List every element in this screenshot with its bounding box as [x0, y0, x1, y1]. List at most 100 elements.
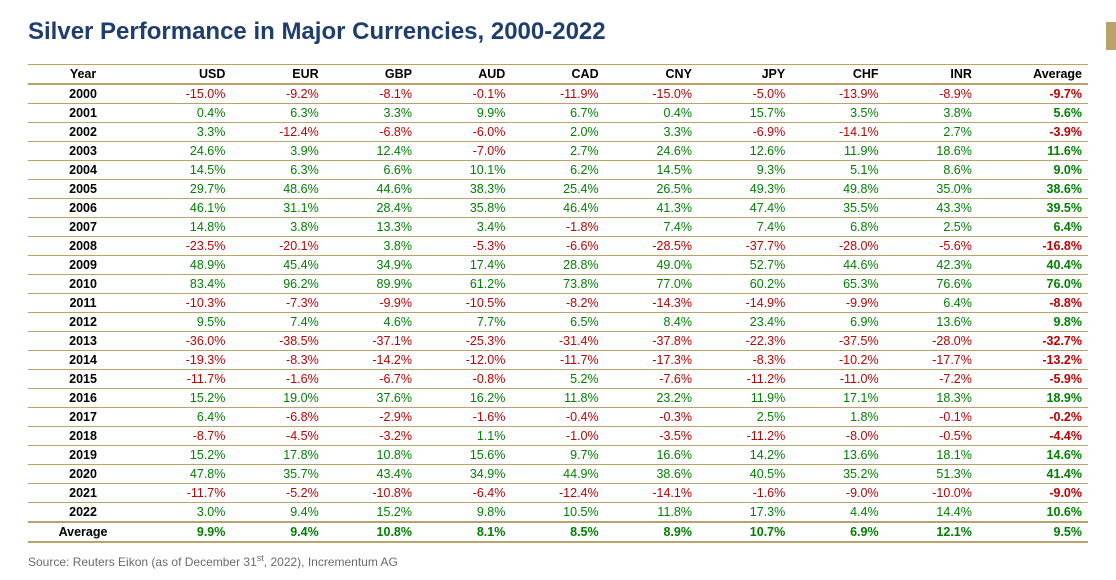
page-title: Silver Performance in Major Currencies, … — [28, 18, 1088, 46]
value-cell: -12.0% — [418, 351, 511, 370]
table-row: 200324.6%3.9%12.4%-7.0%2.7%24.6%12.6%11.… — [28, 142, 1088, 161]
value-cell: -14.2% — [325, 351, 418, 370]
value-cell: -14.1% — [605, 484, 698, 503]
table-row: 2013-36.0%-38.5%-37.1%-25.3%-31.4%-37.8%… — [28, 332, 1088, 351]
table-row: 20023.3%-12.4%-6.8%-6.0%2.0%3.3%-6.9%-14… — [28, 123, 1088, 142]
value-cell: 34.9% — [325, 256, 418, 275]
value-cell: -6.8% — [325, 123, 418, 142]
value-cell: 10.7% — [698, 522, 791, 542]
value-cell: 7.7% — [418, 313, 511, 332]
table-header-row: YearUSDEURGBPAUDCADCNYJPYCHFINRAverage — [28, 65, 1088, 85]
value-cell: -0.1% — [418, 84, 511, 104]
value-cell: 3.0% — [138, 503, 231, 523]
table-row: 20010.4%6.3%3.3%9.9%6.7%0.4%15.7%3.5%3.8… — [28, 104, 1088, 123]
value-cell: 9.4% — [231, 522, 324, 542]
value-cell: 6.5% — [511, 313, 604, 332]
value-cell: 16.6% — [605, 446, 698, 465]
value-cell: 52.7% — [698, 256, 791, 275]
value-cell: -0.8% — [418, 370, 511, 389]
value-cell: -36.0% — [138, 332, 231, 351]
value-cell: -10.0% — [885, 484, 978, 503]
value-cell: 11.9% — [698, 389, 791, 408]
value-cell: -20.1% — [231, 237, 324, 256]
value-cell: -32.7% — [978, 332, 1088, 351]
table-row: 200948.9%45.4%34.9%17.4%28.8%49.0%52.7%4… — [28, 256, 1088, 275]
source-caption: Source: Reuters Eikon (as of December 31… — [28, 553, 1088, 569]
value-cell: -14.1% — [791, 123, 884, 142]
performance-table: YearUSDEURGBPAUDCADCNYJPYCHFINRAverage 2… — [28, 64, 1088, 543]
value-cell: 45.4% — [231, 256, 324, 275]
value-cell: -0.2% — [978, 408, 1088, 427]
value-cell: -6.4% — [418, 484, 511, 503]
value-cell: 83.4% — [138, 275, 231, 294]
value-cell: -0.5% — [885, 427, 978, 446]
value-cell: 35.8% — [418, 199, 511, 218]
value-cell: -1.6% — [418, 408, 511, 427]
value-cell: 7.4% — [605, 218, 698, 237]
col-eur: EUR — [231, 65, 324, 85]
value-cell: 29.7% — [138, 180, 231, 199]
value-cell: 5.6% — [978, 104, 1088, 123]
value-cell: 23.2% — [605, 389, 698, 408]
value-cell: -6.8% — [231, 408, 324, 427]
value-cell: 6.9% — [791, 313, 884, 332]
value-cell: -11.2% — [698, 370, 791, 389]
value-cell: 11.8% — [511, 389, 604, 408]
value-cell: 6.4% — [885, 294, 978, 313]
value-cell: 49.8% — [791, 180, 884, 199]
value-cell: 35.7% — [231, 465, 324, 484]
value-cell: 44.9% — [511, 465, 604, 484]
value-cell: -8.0% — [791, 427, 884, 446]
value-cell: 3.3% — [605, 123, 698, 142]
value-cell: 6.4% — [978, 218, 1088, 237]
table-row: 2021-11.7%-5.2%-10.8%-6.4%-12.4%-14.1%-1… — [28, 484, 1088, 503]
value-cell: 96.2% — [231, 275, 324, 294]
value-cell: -8.3% — [231, 351, 324, 370]
value-cell: 73.8% — [511, 275, 604, 294]
year-cell: 2004 — [28, 161, 138, 180]
value-cell: -37.7% — [698, 237, 791, 256]
value-cell: -3.9% — [978, 123, 1088, 142]
value-cell: -9.9% — [791, 294, 884, 313]
value-cell: 9.7% — [511, 446, 604, 465]
value-cell: 3.4% — [418, 218, 511, 237]
value-cell: 9.3% — [698, 161, 791, 180]
value-cell: -11.9% — [511, 84, 604, 104]
value-cell: 23.4% — [698, 313, 791, 332]
value-cell: 77.0% — [605, 275, 698, 294]
value-cell: 9.5% — [978, 522, 1088, 542]
year-cell: 2009 — [28, 256, 138, 275]
value-cell: -23.5% — [138, 237, 231, 256]
year-cell: 2003 — [28, 142, 138, 161]
value-cell: 37.6% — [325, 389, 418, 408]
year-cell: 2006 — [28, 199, 138, 218]
value-cell: 7.4% — [231, 313, 324, 332]
value-cell: -1.0% — [511, 427, 604, 446]
value-cell: 11.6% — [978, 142, 1088, 161]
table-row: 2011-10.3%-7.3%-9.9%-10.5%-8.2%-14.3%-14… — [28, 294, 1088, 313]
value-cell: 38.3% — [418, 180, 511, 199]
value-cell: 17.3% — [698, 503, 791, 523]
table-row: 20176.4%-6.8%-2.9%-1.6%-0.4%-0.3%2.5%1.8… — [28, 408, 1088, 427]
value-cell: 15.7% — [698, 104, 791, 123]
value-cell: -22.3% — [698, 332, 791, 351]
col-aud: AUD — [418, 65, 511, 85]
value-cell: -11.7% — [138, 484, 231, 503]
year-cell: 2017 — [28, 408, 138, 427]
year-cell: 2020 — [28, 465, 138, 484]
value-cell: 24.6% — [605, 142, 698, 161]
value-cell: 65.3% — [791, 275, 884, 294]
year-cell: 2019 — [28, 446, 138, 465]
value-cell: 49.0% — [605, 256, 698, 275]
source-sup: st — [257, 553, 264, 563]
value-cell: 8.4% — [605, 313, 698, 332]
value-cell: 9.9% — [418, 104, 511, 123]
value-cell: 7.4% — [698, 218, 791, 237]
col-average: Average — [978, 65, 1088, 85]
value-cell: -9.2% — [231, 84, 324, 104]
source-prefix: Source: Reuters Eikon (as of December 31 — [28, 555, 257, 569]
value-cell: -7.6% — [605, 370, 698, 389]
value-cell: 6.9% — [791, 522, 884, 542]
table-row: 20223.0%9.4%15.2%9.8%10.5%11.8%17.3%4.4%… — [28, 503, 1088, 523]
value-cell: -5.6% — [885, 237, 978, 256]
